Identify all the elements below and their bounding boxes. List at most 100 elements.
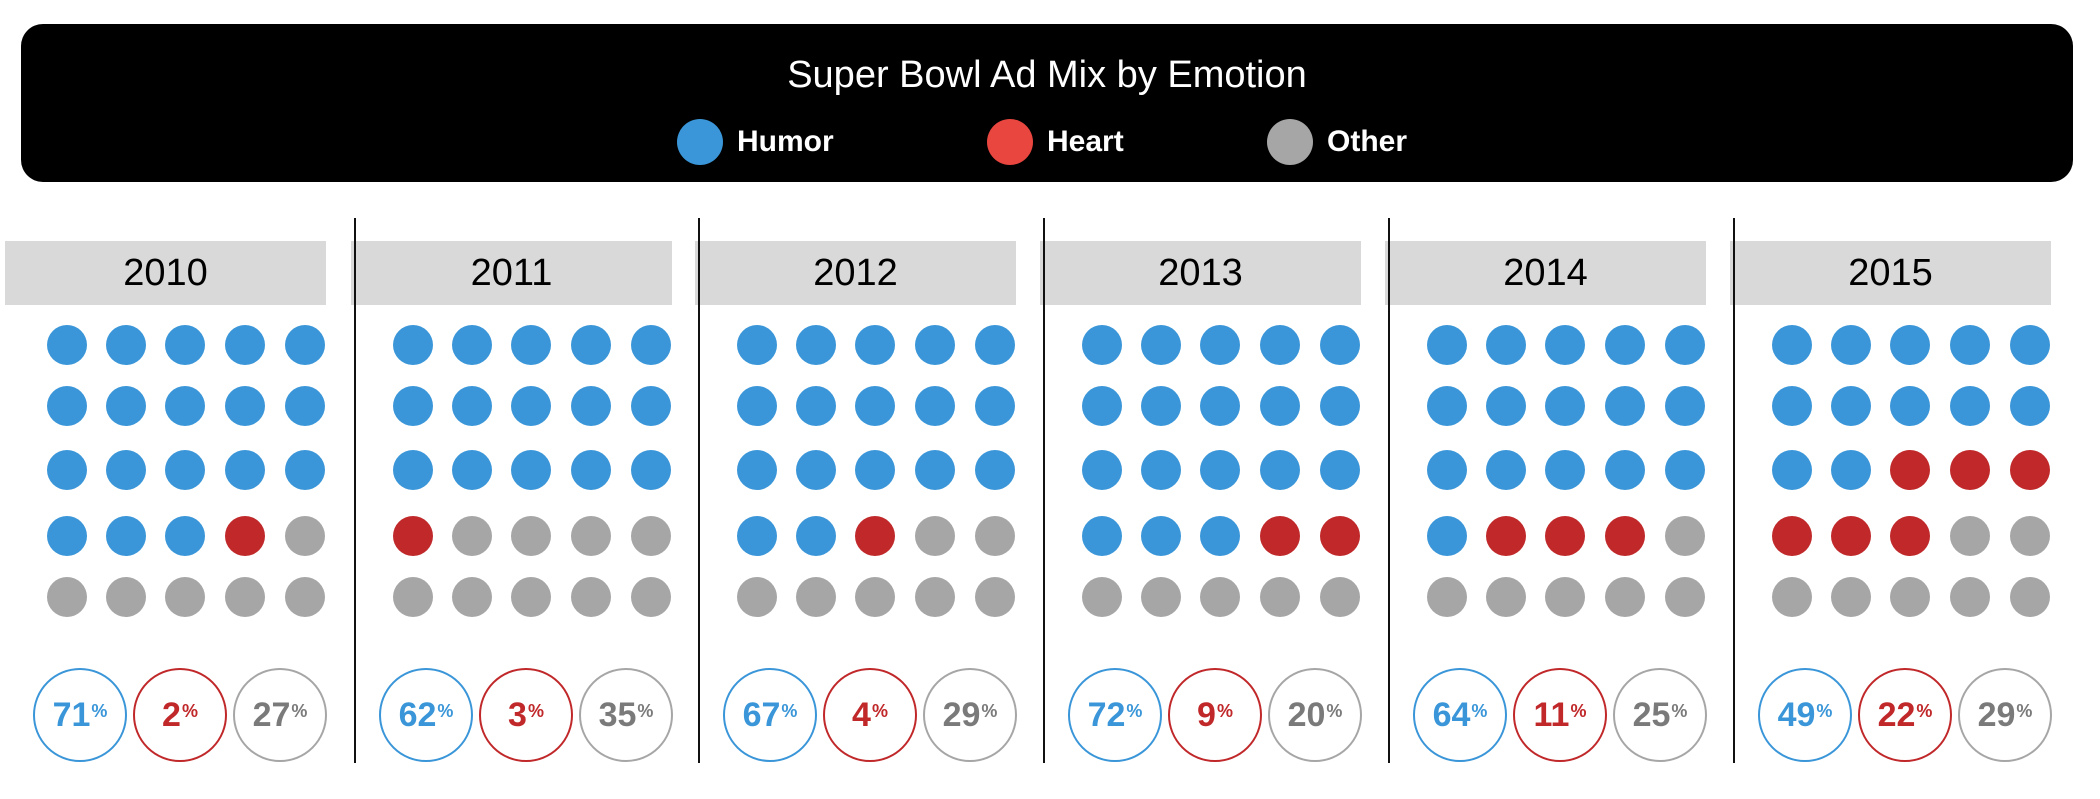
dot-humor xyxy=(855,386,895,426)
dot-humor xyxy=(511,325,551,365)
dot-humor xyxy=(631,325,671,365)
year-label: 2014 xyxy=(1385,241,1706,305)
percent-badge-humor: 49% xyxy=(1758,668,1852,762)
dot-other xyxy=(2010,516,2050,556)
dot-humor xyxy=(1427,516,1467,556)
dot-other xyxy=(1260,577,1300,617)
dot-heart xyxy=(1260,516,1300,556)
percent-value: 29 xyxy=(1977,695,2016,734)
dot-humor xyxy=(1082,325,1122,365)
percent-badge-humor: 67% xyxy=(723,668,817,762)
dot-humor xyxy=(796,386,836,426)
dot-other xyxy=(393,577,433,617)
dot-humor xyxy=(1950,325,1990,365)
dot-humor xyxy=(796,325,836,365)
percent-badge-other: 35% xyxy=(579,668,673,762)
dot-humor xyxy=(631,450,671,490)
dot-other xyxy=(452,577,492,617)
dot-other xyxy=(511,516,551,556)
percent-value: 27 xyxy=(252,695,291,734)
percent-badge-heart: 3% xyxy=(479,668,573,762)
percent-value: 49 xyxy=(1777,695,1816,734)
percent-value: 29 xyxy=(942,695,981,734)
dot-humor xyxy=(225,325,265,365)
dot-heart xyxy=(2010,450,2050,490)
year-panel-2015: 2015 49% 22% 29% xyxy=(1725,218,2070,763)
legend-item-humor: Humor xyxy=(677,119,834,165)
legend-swatch-other xyxy=(1267,119,1313,165)
dot-heart xyxy=(1486,516,1526,556)
panel-divider xyxy=(1388,218,1390,763)
year-panel-2013: 2013 72% 9% 20% xyxy=(1035,218,1380,763)
percent-value: 22 xyxy=(1877,695,1916,734)
dot-other xyxy=(855,577,895,617)
percent-value: 35 xyxy=(598,695,637,734)
legend-item-other: Other xyxy=(1267,119,1407,165)
percent-value: 4 xyxy=(852,695,871,734)
dot-humor xyxy=(975,450,1015,490)
dot-other xyxy=(631,516,671,556)
percent-badge-heart: 2% xyxy=(133,668,227,762)
dot-heart xyxy=(225,516,265,556)
dot-other xyxy=(1320,577,1360,617)
dot-other xyxy=(1141,577,1181,617)
percent-symbol: % xyxy=(1671,700,1688,721)
percent-symbol: % xyxy=(1916,700,1933,721)
dot-humor xyxy=(1950,386,1990,426)
dot-humor xyxy=(855,325,895,365)
dot-humor xyxy=(1486,450,1526,490)
dot-humor xyxy=(1141,516,1181,556)
dot-humor xyxy=(915,386,955,426)
legend-item-heart: Heart xyxy=(987,119,1124,165)
dot-other xyxy=(1486,577,1526,617)
dot-heart xyxy=(1772,516,1812,556)
percent-badge-humor: 64% xyxy=(1413,668,1507,762)
dot-humor xyxy=(165,450,205,490)
dot-humor xyxy=(1200,325,1240,365)
dot-humor xyxy=(452,325,492,365)
dot-humor xyxy=(2010,325,2050,365)
dot-humor xyxy=(737,450,777,490)
dot-other xyxy=(452,516,492,556)
percent-value: 67 xyxy=(742,695,781,734)
dot-heart xyxy=(393,516,433,556)
percent-symbol: % xyxy=(181,700,198,721)
dot-humor xyxy=(1665,450,1705,490)
dot-humor xyxy=(915,325,955,365)
dot-humor xyxy=(1665,386,1705,426)
dot-humor xyxy=(1320,450,1360,490)
percent-symbol: % xyxy=(637,700,654,721)
dot-humor xyxy=(1605,450,1645,490)
dot-heart xyxy=(1950,450,1990,490)
dot-other xyxy=(165,577,205,617)
dot-humor xyxy=(915,450,955,490)
percent-symbol: % xyxy=(437,700,454,721)
dot-humor xyxy=(1427,450,1467,490)
dot-humor xyxy=(1665,325,1705,365)
dot-humor xyxy=(1890,386,1930,426)
dot-humor xyxy=(1545,450,1585,490)
legend-swatch-humor xyxy=(677,119,723,165)
year-label: 2012 xyxy=(695,241,1016,305)
percent-badge-heart: 4% xyxy=(823,668,917,762)
dot-other xyxy=(285,577,325,617)
dot-heart xyxy=(1605,516,1645,556)
percent-symbol: % xyxy=(1471,700,1488,721)
dot-humor xyxy=(452,450,492,490)
dot-humor xyxy=(1427,386,1467,426)
dot-other xyxy=(47,577,87,617)
dot-humor xyxy=(1141,450,1181,490)
dot-humor xyxy=(1831,386,1871,426)
year-label: 2013 xyxy=(1040,241,1361,305)
percent-badge-other: 20% xyxy=(1268,668,1362,762)
percent-symbol: % xyxy=(1570,700,1587,721)
dot-humor xyxy=(47,386,87,426)
year-panel-2012: 2012 67% 4% 29% xyxy=(690,218,1035,763)
panel-divider xyxy=(1733,218,1735,763)
dot-other xyxy=(1950,516,1990,556)
dot-other xyxy=(1950,577,1990,617)
dot-other xyxy=(1831,577,1871,617)
percent-badge-other: 29% xyxy=(923,668,1017,762)
dot-humor xyxy=(1082,386,1122,426)
dot-other xyxy=(225,577,265,617)
